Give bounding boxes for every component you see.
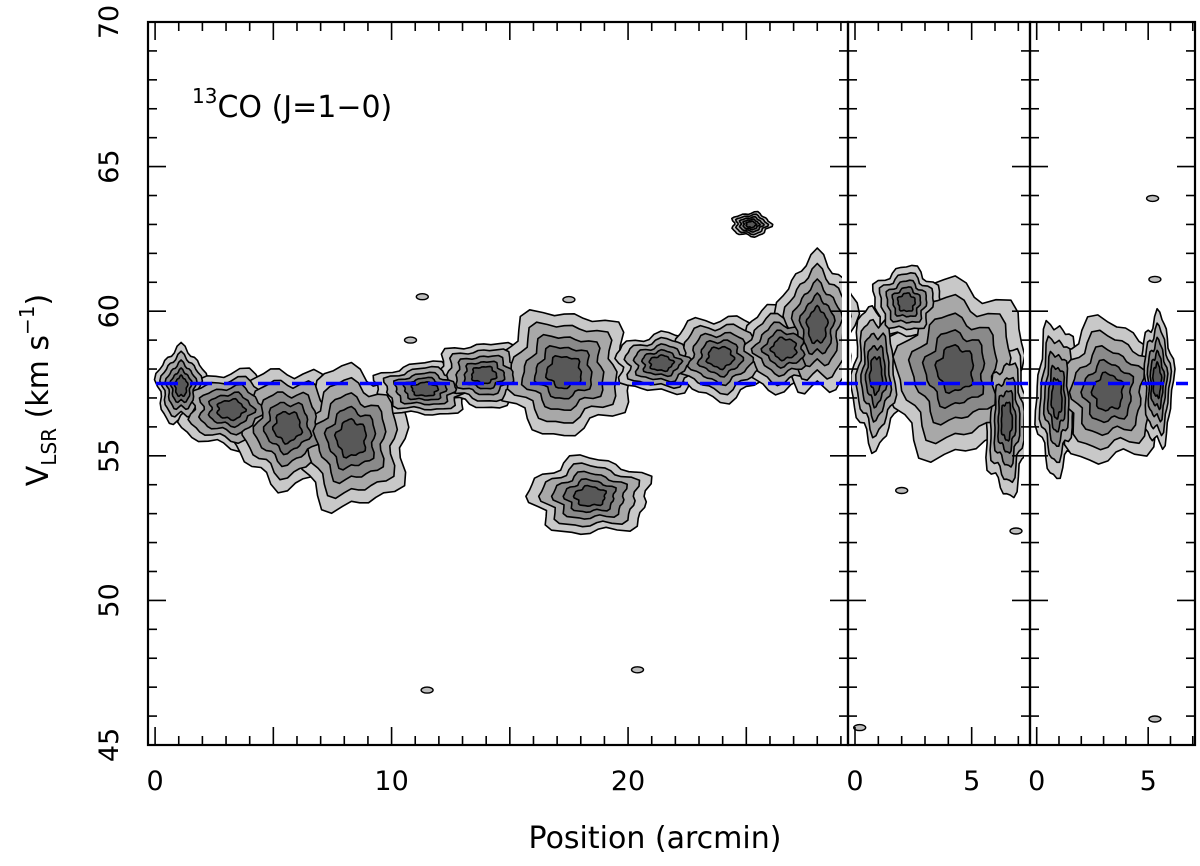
contour-speck-11 (1148, 715, 1162, 723)
contour-speck-3 (403, 336, 418, 344)
x-tick-label-p2-0: 0 (846, 766, 863, 797)
contour-level-5-region-13 (745, 220, 758, 229)
contour-level-5-region-17 (1000, 401, 1014, 442)
panel-frames (146, 20, 1197, 747)
contour-level-5-region-3 (271, 411, 304, 445)
y-tick-labels: 45 50 55 60 65 70 (94, 5, 125, 762)
contour-level-5-region-6 (470, 365, 498, 385)
contour-speck-5 (420, 686, 434, 694)
panel-gap-1 (842, 262, 851, 522)
contour-level-5-region-11 (769, 336, 798, 362)
x-tick-label-p1-10: 10 (374, 766, 408, 797)
contour-level-5-region-14 (868, 356, 884, 397)
contour-level-5-region-10 (705, 345, 736, 371)
contour-speck-1 (415, 293, 429, 301)
y-tick-label-45: 45 (94, 728, 125, 762)
contour-level-5-region-12 (805, 304, 829, 345)
contour-speck-4 (630, 666, 645, 674)
contour-level-5-region-16 (896, 292, 916, 313)
contour-speck-2 (562, 295, 576, 304)
contour-level-5-region-15 (934, 344, 975, 395)
y-tick-label-50: 50 (94, 583, 125, 617)
contour-speck-8 (853, 723, 867, 732)
panel-frame-3 (1028, 20, 1197, 747)
contour-level-5-region-1 (173, 374, 189, 398)
x-tick-label-p2-5: 5 (963, 766, 980, 797)
contour-level-5-region-4 (333, 417, 368, 459)
x-tick-label-p1-0: 0 (147, 766, 164, 797)
contour-speck-7 (1009, 527, 1023, 535)
y-tick-label-60: 60 (94, 294, 125, 328)
contour-speck-9 (1145, 194, 1160, 203)
contour-level-5-region-9 (648, 354, 676, 373)
y-tick-label-70: 70 (94, 5, 125, 39)
axis-ticks (148, 21, 1195, 746)
contour-speck-6 (895, 486, 909, 495)
contour-speck-10 (1148, 275, 1162, 284)
y-axis-label: VLSR (km s−1) (15, 294, 61, 486)
x-axis-label: Position (arcmin) (529, 821, 782, 856)
contour-level-5-region-2 (216, 397, 248, 422)
panel-gap-2 (1024, 262, 1033, 522)
y-tick-label-55: 55 (94, 439, 125, 473)
x-tick-label-p3-0: 0 (1028, 766, 1045, 797)
x-tick-label-p1-20: 20 (611, 766, 645, 797)
x-tick-label-p3-5: 5 (1140, 766, 1157, 797)
line-annotation: 13CO (J=1−0) (192, 84, 392, 125)
contour-level-5-region-20 (1152, 361, 1163, 400)
y-tick-label-65: 65 (94, 149, 125, 183)
contour-level-5-region-8 (572, 484, 607, 507)
x-tick-labels: 0 10 20 0 5 0 5 (147, 766, 1157, 797)
contour-level-5-region-18 (1050, 377, 1063, 420)
contour-layer (153, 194, 1176, 732)
